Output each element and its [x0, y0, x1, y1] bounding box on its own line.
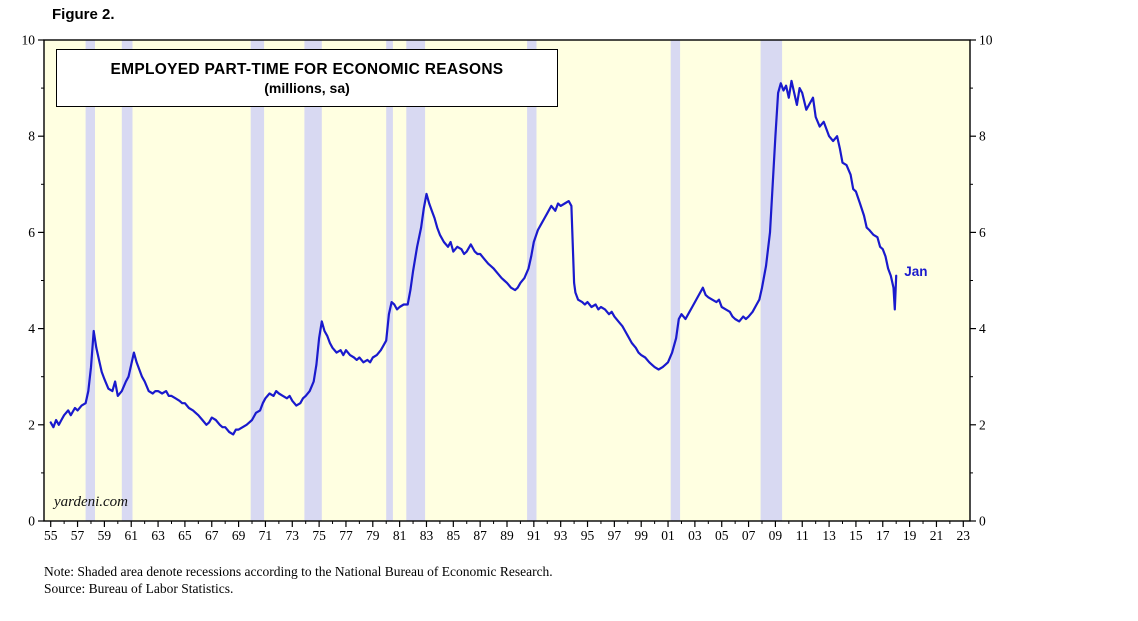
- recession-band: [670, 40, 681, 521]
- recession-band: [386, 40, 393, 521]
- x-axis-label: 17: [876, 528, 890, 543]
- y-axis-label-left: 4: [28, 321, 35, 336]
- x-axis-label: 59: [98, 528, 112, 543]
- y-axis-label-right: 4: [979, 321, 986, 336]
- x-axis-label: 95: [581, 528, 595, 543]
- x-axis-label: 83: [420, 528, 434, 543]
- x-axis-label: 63: [151, 528, 165, 543]
- recession-band: [121, 40, 133, 521]
- x-axis-label: 69: [232, 528, 246, 543]
- x-axis-label: 73: [286, 528, 300, 543]
- recession-band: [85, 40, 95, 521]
- x-axis-label: 61: [124, 528, 138, 543]
- x-axis-label: 55: [44, 528, 58, 543]
- recession-band: [760, 40, 783, 521]
- chart-subtitle: (millions, sa): [264, 79, 350, 96]
- x-axis-label: 19: [903, 528, 917, 543]
- x-axis-label: 89: [500, 528, 514, 543]
- y-axis-label-right: 10: [979, 33, 993, 48]
- plot-background: [44, 40, 970, 521]
- chart-title: EMPLOYED PART-TIME FOR ECONOMIC REASONS: [110, 60, 504, 78]
- y-axis-label-left: 6: [28, 225, 35, 240]
- x-axis-label: 93: [554, 528, 568, 543]
- source-line: Source: Bureau of Labor Statistics.: [44, 581, 234, 596]
- x-axis-label: 05: [715, 528, 729, 543]
- x-axis-label: 85: [447, 528, 461, 543]
- recession-band: [406, 40, 426, 521]
- figure-label: Figure 2.: [52, 6, 115, 23]
- x-axis-label: 03: [688, 528, 702, 543]
- x-axis-label: 57: [71, 528, 85, 543]
- x-axis-label: 23: [957, 528, 971, 543]
- y-axis-label-left: 0: [28, 514, 35, 529]
- y-axis-label-right: 8: [979, 129, 986, 144]
- x-axis-label: 01: [661, 528, 675, 543]
- chart-notes: Note: Shaded area denote recessions acco…: [44, 563, 553, 597]
- x-axis-label: 67: [205, 528, 219, 543]
- x-axis-label: 99: [634, 528, 648, 543]
- x-axis-label: 77: [339, 528, 353, 543]
- recession-band: [527, 40, 537, 521]
- x-axis-label: 87: [473, 528, 487, 543]
- x-axis-label: 79: [366, 528, 380, 543]
- y-axis-label-right: 6: [979, 225, 986, 240]
- x-axis-label: 11: [796, 528, 809, 543]
- note-line: Note: Shaded area denote recessions acco…: [44, 564, 553, 579]
- y-axis-label-left: 8: [28, 129, 35, 144]
- watermark: yardeni.com: [54, 494, 129, 510]
- x-axis-label: 15: [849, 528, 863, 543]
- recession-band: [304, 40, 322, 521]
- x-axis-label: 97: [608, 528, 622, 543]
- x-axis-label: 21: [930, 528, 944, 543]
- x-axis-label: 07: [742, 528, 756, 543]
- x-axis-label: 81: [393, 528, 407, 543]
- x-axis-label: 71: [259, 528, 273, 543]
- y-axis-label-left: 2: [28, 417, 35, 432]
- x-axis-label: 13: [822, 528, 836, 543]
- y-axis-label-right: 0: [979, 514, 986, 529]
- x-axis-label: 91: [527, 528, 541, 543]
- recession-band: [250, 40, 265, 521]
- chart-title-box: EMPLOYED PART-TIME FOR ECONOMIC REASONS …: [56, 49, 558, 107]
- x-axis-label: 09: [769, 528, 783, 543]
- y-axis-label-right: 2: [979, 417, 986, 432]
- series-end-annotation: Jan: [904, 264, 928, 280]
- y-axis-label-left: 10: [22, 33, 36, 48]
- data-line: [49, 79, 898, 436]
- x-axis-label: 75: [312, 528, 326, 543]
- x-axis-label: 65: [178, 528, 192, 543]
